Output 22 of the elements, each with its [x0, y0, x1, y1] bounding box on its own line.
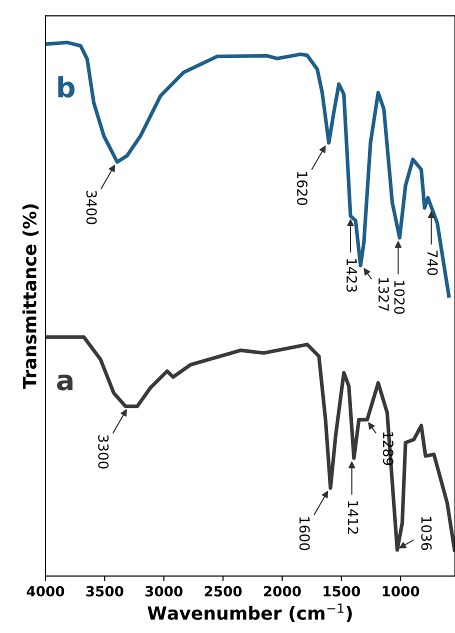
annotation: 3400 [86, 190, 97, 224]
series-label: b [58, 76, 75, 98]
x-tick-label: 2000 [264, 586, 301, 597]
x-axis-title: Wavenumber (cm$^{−1}$) [148, 604, 352, 622]
x-tick-label: 1000 [382, 586, 420, 597]
x-tick-label: 3500 [86, 586, 124, 597]
annotation: 1600 [299, 517, 310, 550]
annotation: 1036 [421, 517, 432, 550]
annotation: 1423 [346, 259, 357, 292]
annotation: 740 [427, 250, 438, 276]
x-tick-label: 1500 [324, 586, 360, 597]
x-tick-label: 3000 [145, 586, 183, 597]
annotation: 1327 [378, 278, 389, 311]
x-tick-label: 4000 [26, 586, 64, 597]
series-label: a [57, 374, 72, 391]
annotation: 1620 [296, 172, 308, 206]
x-tick-label: 2500 [204, 586, 242, 597]
annotation: 1289 [382, 432, 394, 466]
annotation: 3300 [98, 435, 109, 469]
annotation: 1412 [348, 501, 358, 534]
annotation: 1020 [394, 280, 405, 314]
y-axis-title: Transmittance (%) [22, 204, 39, 389]
